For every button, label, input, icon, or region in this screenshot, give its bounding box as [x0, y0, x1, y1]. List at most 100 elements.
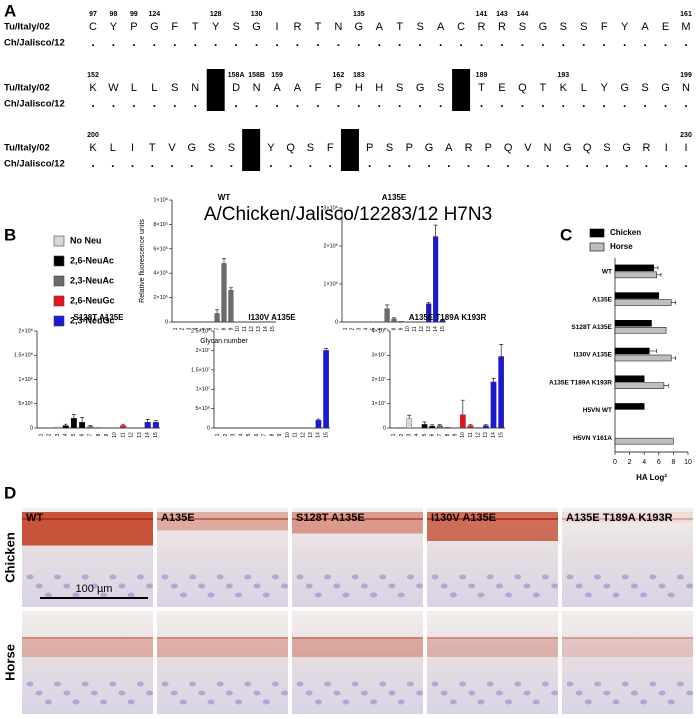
x-tick-label: 10	[460, 432, 466, 438]
nucleus	[523, 583, 531, 589]
nucleus	[81, 681, 89, 687]
nucleus	[189, 574, 197, 580]
error-bar	[671, 356, 676, 360]
residue: .	[173, 96, 176, 110]
panel-label: D	[4, 483, 16, 502]
x-tick-label: 14	[316, 432, 322, 438]
row-label: Chicken	[2, 532, 17, 583]
residue: K	[89, 82, 97, 94]
residue: .	[309, 156, 312, 170]
x-tick-label: 12	[129, 432, 135, 438]
residue: P	[406, 142, 413, 154]
error-bar	[63, 423, 68, 426]
bar	[614, 354, 672, 362]
stain-layer	[157, 639, 288, 657]
nucleus	[686, 690, 694, 696]
residue: E	[662, 21, 669, 33]
nucleus	[649, 681, 657, 687]
error-bar	[228, 287, 233, 291]
y-tick-label: 3×10⁷	[372, 352, 386, 359]
nucleus	[35, 690, 43, 696]
x-tick-label: 1	[173, 327, 179, 330]
nucleus	[440, 690, 448, 696]
residue: A	[376, 21, 384, 33]
x-tick-label: 6	[377, 327, 383, 330]
nucleus	[235, 592, 243, 598]
nucleus	[216, 574, 224, 580]
residue: A	[641, 21, 649, 33]
nucleus	[72, 592, 80, 598]
residue: .	[111, 156, 114, 170]
residue-number: 159	[271, 72, 283, 79]
nucleus	[370, 592, 378, 598]
bar	[614, 327, 667, 334]
error-bar	[499, 344, 504, 357]
stain-edge	[427, 637, 558, 639]
nucleus	[109, 574, 117, 580]
tissue-image	[562, 611, 693, 714]
residue: A	[437, 21, 445, 33]
nucleus	[477, 699, 485, 705]
bar	[391, 318, 397, 323]
nucleus	[584, 699, 592, 705]
nucleus	[26, 681, 34, 687]
bar	[614, 264, 654, 272]
residue: .	[439, 35, 442, 49]
row-label: Horse	[2, 644, 17, 681]
nucleus	[397, 699, 405, 705]
residue: T	[192, 21, 199, 33]
nucleus	[170, 690, 178, 696]
bar	[323, 350, 329, 429]
error-bar	[88, 425, 93, 427]
x-tick-label: 1	[391, 433, 397, 436]
y-tick-label: 0	[165, 319, 168, 325]
nucleus	[431, 574, 439, 580]
residue-number: 99	[130, 11, 138, 18]
stain-layer	[292, 639, 423, 657]
residue: S	[307, 142, 314, 154]
nucleus	[35, 583, 43, 589]
stain-edge	[292, 518, 423, 520]
residue: .	[487, 156, 490, 170]
y-tick-label: 4×10⁷	[372, 327, 386, 334]
residue: .	[378, 35, 381, 49]
residue: K	[89, 142, 97, 154]
residue-number: 161	[680, 11, 692, 18]
x-axis-label: Glycan number	[200, 338, 248, 345]
residue: .	[91, 35, 94, 49]
column-label: I130V A135E	[431, 512, 496, 524]
residue: .	[255, 35, 258, 49]
x-tick-label: 14	[263, 326, 269, 332]
stain-layer	[562, 512, 693, 523]
x-tick-label: 5	[371, 327, 377, 330]
stain-layer	[157, 512, 288, 531]
mutation-box	[242, 129, 261, 171]
y-tick-label: 1×10⁷	[196, 386, 210, 393]
nucleus	[575, 583, 583, 589]
residue: .	[623, 35, 626, 49]
x-tick-label: 3	[406, 433, 412, 436]
x-tick-label: 15	[323, 432, 329, 438]
nucleus	[566, 574, 574, 580]
residue: .	[316, 35, 319, 49]
x-tick-label: 12	[419, 326, 425, 332]
nucleus	[630, 690, 638, 696]
nucleus	[161, 681, 169, 687]
row-label: Ch/Jalisco/12	[4, 159, 65, 170]
tissue-image	[427, 611, 558, 714]
residue: .	[541, 96, 544, 110]
chart-title: A135E T189A K193R	[409, 313, 487, 322]
nucleus	[26, 574, 34, 580]
residue: G	[563, 142, 572, 154]
residue-number: 144	[517, 11, 529, 18]
error-bar	[656, 272, 662, 277]
residue: .	[665, 156, 668, 170]
x-axis-label: HA Log²	[636, 473, 667, 482]
nucleus	[658, 690, 666, 696]
y-tick-label: 6×10⁵	[153, 245, 168, 252]
stain-edge	[157, 637, 288, 639]
residue: .	[357, 35, 360, 49]
nucleus	[90, 690, 98, 696]
nucleus	[495, 690, 503, 696]
nucleus	[612, 592, 620, 598]
